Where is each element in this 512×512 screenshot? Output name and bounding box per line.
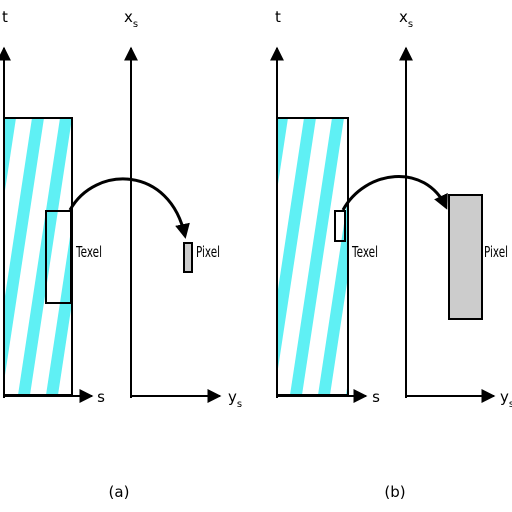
ys-axis-label-b: ys	[500, 388, 512, 410]
texel-box-a	[45, 210, 72, 304]
texture-stripes-b	[277, 118, 348, 395]
texel-label-b: Texel	[351, 243, 378, 261]
pixel-label-a: Pixel	[196, 243, 220, 261]
pixel-box-b	[448, 194, 483, 320]
texel-box-b	[334, 210, 346, 242]
texture-map-a	[4, 118, 72, 395]
texel-label-a: Texel	[75, 243, 102, 261]
caption-a: (a)	[109, 483, 130, 501]
caption-b: (b)	[384, 483, 405, 501]
t-axis-label-b: t	[275, 8, 281, 26]
xs-axis-label-b: xs	[399, 8, 413, 30]
s-axis-label-a: s	[97, 388, 105, 406]
panel-a: t s Texel xs ys Pixel (a)	[0, 8, 242, 501]
texture-stripes-a	[4, 118, 72, 395]
xs-axis-label-a: xs	[124, 8, 138, 30]
mapping-arrow-b	[341, 175, 448, 211]
pixel-label-b: Pixel	[484, 243, 508, 261]
mapping-arrow-a	[68, 177, 190, 239]
t-axis-label-a: t	[2, 8, 8, 26]
pixel-box-a	[183, 242, 193, 273]
ys-axis-label-a: ys	[228, 388, 242, 410]
texture-map-b	[277, 118, 348, 395]
s-axis-label-b: s	[372, 388, 380, 406]
panel-b: t s Texel xs ys Pixel (b)	[270, 8, 512, 501]
